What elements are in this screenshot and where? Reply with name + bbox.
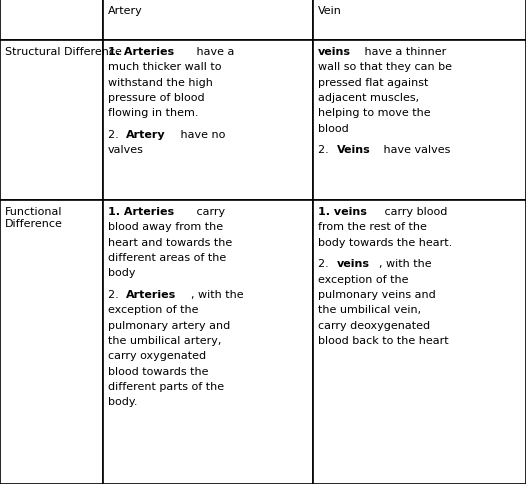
Text: carry oxygenated: carry oxygenated [108, 350, 206, 361]
Text: , with the: , with the [191, 289, 244, 299]
Text: have a thinner: have a thinner [361, 47, 446, 57]
Text: blood towards the: blood towards the [108, 366, 208, 376]
Text: body: body [108, 268, 135, 278]
Text: different areas of the: different areas of the [108, 253, 226, 262]
Text: 1. Arteries: 1. Arteries [108, 207, 174, 217]
Text: valves: valves [108, 145, 144, 155]
Text: pulmonary veins and: pulmonary veins and [318, 289, 436, 299]
Text: body towards the heart.: body towards the heart. [318, 237, 452, 247]
Text: have a: have a [193, 47, 235, 57]
Text: , with the: , with the [379, 258, 432, 269]
Text: much thicker wall to: much thicker wall to [108, 62, 221, 72]
Text: 2.: 2. [108, 130, 122, 139]
Text: Functional
Difference: Functional Difference [5, 207, 63, 228]
Text: 2.: 2. [318, 145, 332, 155]
Text: from the rest of the: from the rest of the [318, 222, 427, 232]
Bar [103, 0, 313, 41]
Text: carry deoxygenated: carry deoxygenated [318, 320, 430, 330]
Bar [313, 0, 526, 41]
Text: different parts of the: different parts of the [108, 381, 224, 391]
Text: exception of the: exception of the [318, 274, 409, 284]
Text: body.: body. [108, 396, 137, 407]
Text: Artery: Artery [126, 130, 166, 139]
Text: blood away from the: blood away from the [108, 222, 223, 232]
Text: veins: veins [337, 258, 370, 269]
Text: 1. veins: 1. veins [318, 207, 367, 217]
Text: have no: have no [177, 130, 226, 139]
Text: have valves: have valves [380, 145, 451, 155]
Bar [313, 41, 526, 201]
Bar [0, 41, 103, 201]
Text: helping to move the: helping to move the [318, 108, 431, 118]
Text: the umbilical vein,: the umbilical vein, [318, 304, 421, 315]
Text: Vein: Vein [318, 6, 342, 16]
Bar [0, 0, 103, 41]
Text: 1. Arteries: 1. Arteries [108, 47, 174, 57]
Bar [103, 41, 313, 201]
Text: Veins: Veins [337, 145, 370, 155]
Text: 2.: 2. [108, 289, 122, 299]
Text: heart and towards the: heart and towards the [108, 237, 232, 247]
Text: wall so that they can be: wall so that they can be [318, 62, 452, 72]
Bar [313, 201, 526, 484]
Text: carry: carry [193, 207, 225, 217]
Text: adjacent muscles,: adjacent muscles, [318, 93, 419, 103]
Text: Artery: Artery [108, 6, 143, 16]
Text: blood: blood [318, 123, 349, 134]
Bar [0, 201, 103, 484]
Text: withstand the high: withstand the high [108, 77, 213, 88]
Text: pressed flat against: pressed flat against [318, 77, 429, 88]
Text: the umbilical artery,: the umbilical artery, [108, 335, 221, 345]
Text: 2.: 2. [318, 258, 332, 269]
Text: veins: veins [318, 47, 351, 57]
Text: exception of the: exception of the [108, 304, 198, 315]
Text: pulmonary artery and: pulmonary artery and [108, 320, 230, 330]
Text: flowing in them.: flowing in them. [108, 108, 198, 118]
Text: Arteries: Arteries [126, 289, 176, 299]
Bar [103, 201, 313, 484]
Text: pressure of blood: pressure of blood [108, 93, 205, 103]
Text: blood back to the heart: blood back to the heart [318, 335, 449, 345]
Text: carry blood: carry blood [381, 207, 448, 217]
Text: Structural Difference: Structural Difference [5, 47, 122, 57]
